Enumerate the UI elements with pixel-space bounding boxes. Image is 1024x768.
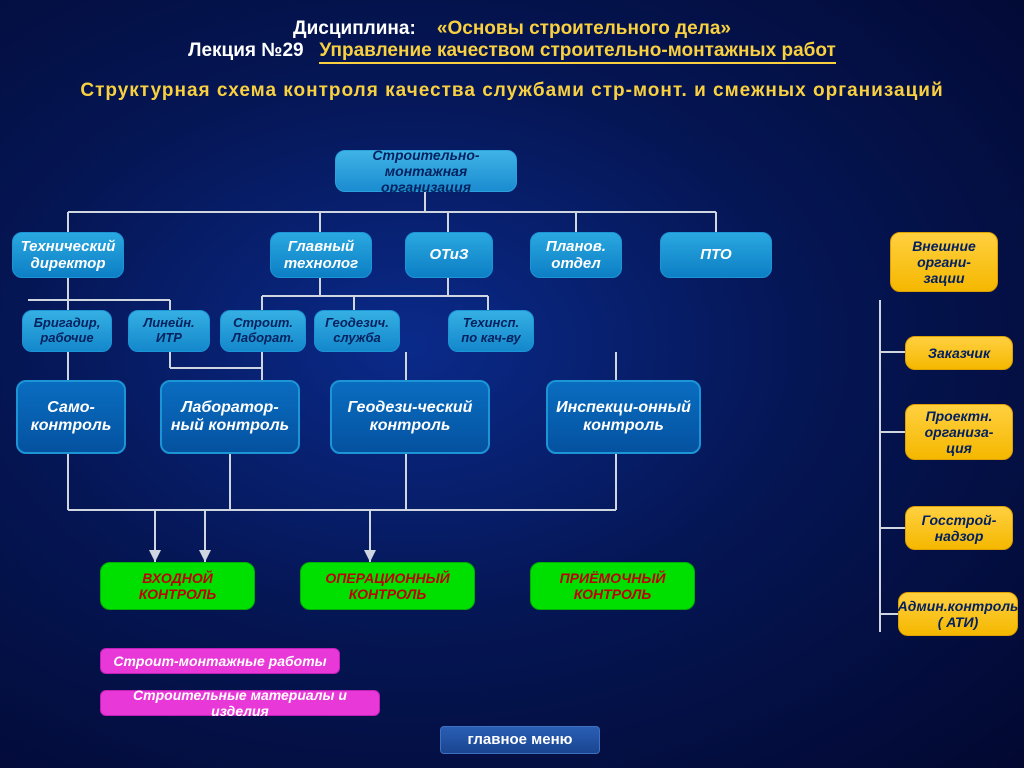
main-menu-button[interactable]: главное меню: [440, 726, 600, 754]
node-gosstroi: Госстрой-надзор: [905, 506, 1013, 550]
node-project-org: Проектн. организа-ция: [905, 404, 1013, 460]
node-tech-inspector: Техинсп. по кач-ву: [448, 310, 534, 352]
lecture-value: Управление качеством строительно-монтажн…: [319, 40, 835, 64]
subtitle: Структурная схема контроля качества служ…: [0, 80, 1024, 102]
node-otiz: ОТиЗ: [405, 232, 493, 278]
header: Дисциплина: «Основы строительного дела» …: [0, 0, 1024, 62]
node-external-title: Внешние органи-зации: [890, 232, 998, 292]
node-geo-service: Геодезич. служба: [314, 310, 400, 352]
node-insp-control: Инспекци-онный контроль: [546, 380, 701, 454]
node-plan: Планов. отдел: [530, 232, 622, 278]
node-tech-director: Технический директор: [12, 232, 124, 278]
node-itr: Линейн. ИТР: [128, 310, 210, 352]
node-accept-control: ПРИЁМОЧНЫЙ КОНТРОЛЬ: [530, 562, 695, 610]
node-root: Строительно-монтажная организация: [335, 150, 517, 192]
node-oper-control: ОПЕРАЦИОННЫЙ КОНТРОЛЬ: [300, 562, 475, 610]
node-brigadir: Бригадир, рабочие: [22, 310, 112, 352]
discipline-value: «Основы строительного дела»: [437, 18, 731, 39]
node-self-control: Само-контроль: [16, 380, 126, 454]
node-geo-control: Геодези-ческий контроль: [330, 380, 490, 454]
node-lab-control: Лаборатор-ный контроль: [160, 380, 300, 454]
node-input-control: ВХОДНОЙ КОНТРОЛЬ: [100, 562, 255, 610]
legend-works: Строит-монтажные работы: [100, 648, 340, 674]
node-pto: ПТО: [660, 232, 772, 278]
lecture-label: Лекция №29: [188, 40, 303, 61]
discipline-label: Дисциплина:: [293, 18, 416, 39]
node-ati: Админ.контроль ( АТИ): [898, 592, 1018, 636]
node-customer: Заказчик: [905, 336, 1013, 370]
node-main-technolog: Главный технолог: [270, 232, 372, 278]
legend-materials: Строительные материалы и изделия: [100, 690, 380, 716]
node-stroit-lab: Строит. Лаборат.: [220, 310, 306, 352]
